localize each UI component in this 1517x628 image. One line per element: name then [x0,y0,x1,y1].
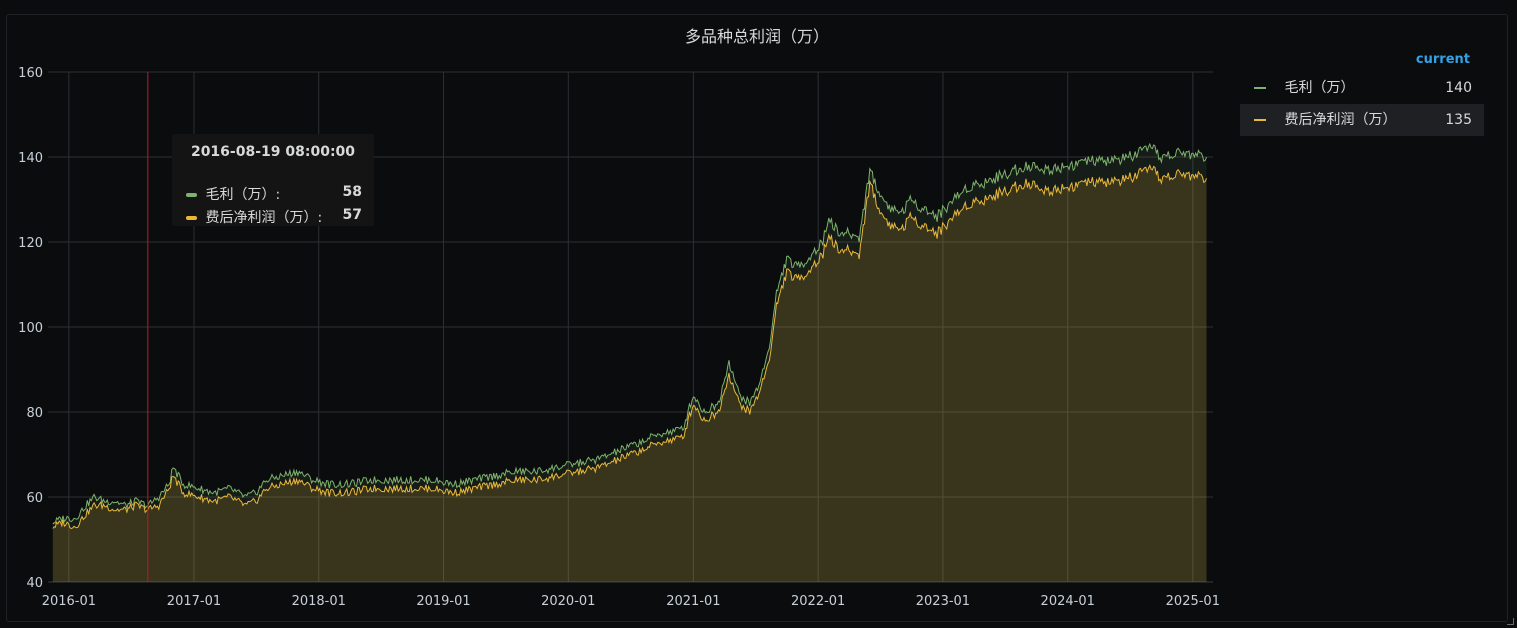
x-tick-label: 2019-01 [416,594,470,609]
series-line-1 [52,164,1207,530]
legend-item-label: 毛利（万） [1284,80,1355,96]
tooltip-time: 2016-08-19 08:00:00 [190,144,356,160]
y-tick-label: 40 [26,576,43,591]
legend-item-value: 140 [1445,80,1472,96]
y-tick-label: 60 [26,491,43,506]
series-line-0 [52,142,1207,525]
x-tick-label: 2024-01 [1041,594,1095,609]
y-tick-label: 120 [18,236,43,251]
x-tick-label: 2016-01 [42,594,96,609]
legend-item-label: 费后净利润（万） [1284,112,1397,128]
panel-resize-handle[interactable] [1507,618,1514,625]
y-tick-label: 140 [18,151,43,166]
y-tick-label: 160 [18,66,43,81]
x-tick-label: 2020-01 [541,594,595,609]
legend-item-gross-profit[interactable]: 毛利（万） 140 [1240,72,1484,104]
tooltip-row-gross-profit: 毛利（万）: 58 [186,184,362,204]
y-tick-label: 100 [18,321,43,336]
series-area-1 [52,165,1207,582]
legend: current 毛利（万） 140 费后净利润（万） 135 [1240,52,1484,136]
tooltip-swatch-icon [186,216,197,220]
tooltip-value: 57 [342,207,362,223]
legend-swatch-icon [1254,87,1266,89]
legend-item-value: 135 [1445,112,1472,128]
series-lines [52,72,1207,582]
x-tick-label: 2025-01 [1166,594,1220,609]
x-tick-label: 2021-01 [666,594,720,609]
x-tick-label: 2022-01 [791,594,845,609]
area-fills [52,144,1207,582]
y-tick-label: 80 [26,406,43,421]
series-area-0 [52,144,1207,582]
axis-labels: 40 60 80 100 120 140 160 2016-01 2017-01 2018-01 2… [18,66,1220,609]
tooltip-label: 毛利（万）: [205,187,281,203]
x-tick-label: 2017-01 [167,594,221,609]
x-tick-label: 2018-01 [292,594,346,609]
tooltip-swatch-icon [186,193,197,197]
tooltip-row-net-profit: 费后净利润（万）: 57 [186,207,362,227]
tooltip-value: 58 [342,184,362,200]
legend-current-header[interactable]: current [1415,52,1470,67]
x-tick-label: 2023-01 [916,594,970,609]
tooltip-label: 费后净利润（万）: [205,210,323,226]
legend-swatch-icon [1254,119,1266,121]
legend-item-net-profit[interactable]: 费后净利润（万） 135 [1240,104,1484,136]
hover-tooltip: 2016-08-19 08:00:00 毛利（万）: 58 费后净利润（万）: … [172,134,374,226]
